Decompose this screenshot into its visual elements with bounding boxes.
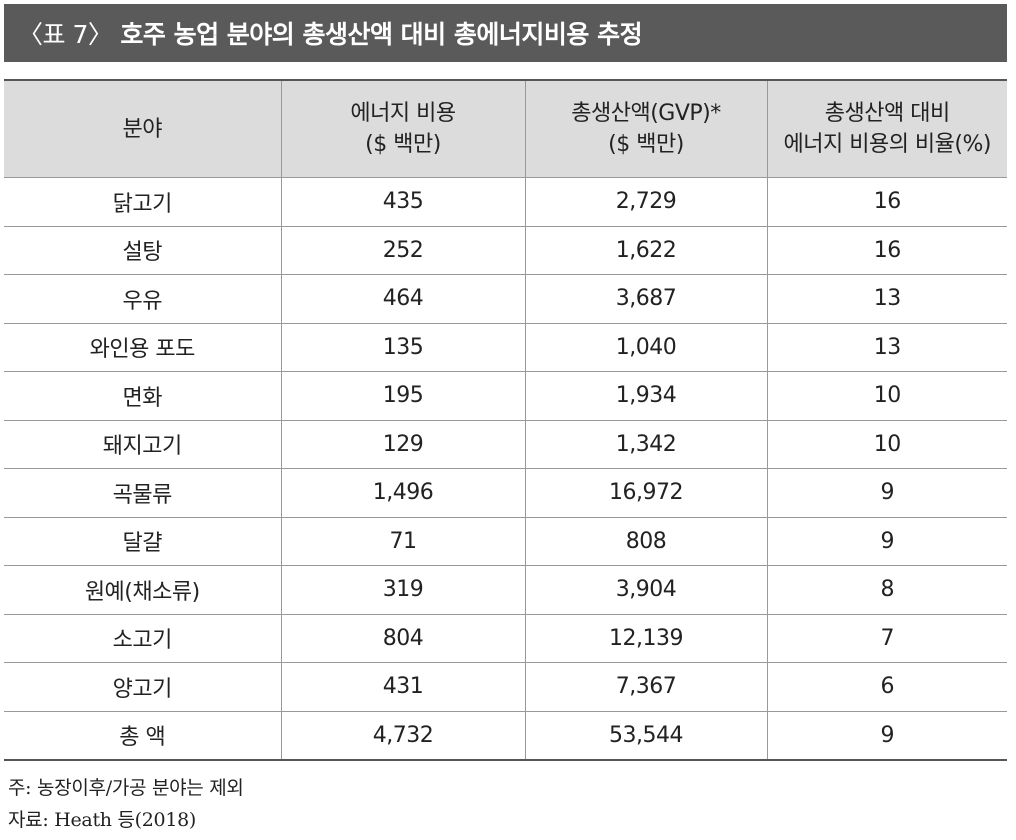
cell-energy-cost: 195 (280, 371, 526, 421)
cell-ratio: 16 (766, 225, 1007, 275)
cell-sector: 닭고기 (4, 177, 282, 227)
column-header-energy-cost: 에너지 비용 ($ 백만) (280, 79, 526, 178)
table-row: 달걀 71 808 9 (4, 516, 1007, 566)
cell-ratio: 7 (766, 613, 1007, 663)
cell-gvp: 3,904 (524, 565, 768, 615)
cell-gvp: 1,342 (524, 419, 768, 469)
footnote: 주: 농장이후/가공 분야는 제외 (8, 777, 244, 799)
cell-gvp: 1,040 (524, 322, 768, 372)
cell-ratio: 10 (766, 371, 1007, 421)
cell-sector: 우유 (4, 274, 282, 324)
cell-sector: 원예(채소류) (4, 565, 282, 615)
cell-energy-cost: 1,496 (280, 468, 526, 518)
column-header-sector: 분야 (4, 79, 282, 178)
cell-sector: 와인용 포도 (4, 322, 282, 372)
cell-energy-cost: 135 (280, 322, 526, 372)
cell-energy-cost: 464 (280, 274, 526, 324)
cell-sector: 설탕 (4, 225, 282, 275)
table-row: 양고기 431 7,367 6 (4, 662, 1007, 712)
cell-energy-cost: 435 (280, 177, 526, 227)
cell-sector: 달걀 (4, 516, 282, 566)
cell-energy-cost: 129 (280, 419, 526, 469)
cell-gvp: 808 (524, 516, 768, 566)
table-row: 우유 464 3,687 13 (4, 274, 1007, 324)
cell-energy-cost: 4,732 (280, 710, 526, 761)
table-notes: 주: 농장이후/가공 분야는 제외 자료: Heath 등(2018) (8, 772, 244, 836)
table-row: 소고기 804 12,139 7 (4, 613, 1007, 663)
column-header-gvp: 총생산액(GVP)* ($ 백만) (524, 79, 768, 178)
cell-sector: 면화 (4, 371, 282, 421)
energy-cost-table: 분야 에너지 비용 ($ 백만) 총생산액(GVP)* ($ 백만) 총생산액 … (4, 79, 1007, 761)
cell-sector: 곡물류 (4, 468, 282, 518)
table-row: 설탕 252 1,622 16 (4, 225, 1007, 275)
cell-gvp: 2,729 (524, 177, 768, 227)
cell-gvp: 7,367 (524, 662, 768, 712)
table-title: 〈표 7〉 호주 농업 분야의 총생산액 대비 총에너지비용 추정 (4, 4, 1007, 62)
table-row: 면화 195 1,934 10 (4, 371, 1007, 421)
cell-gvp: 3,687 (524, 274, 768, 324)
cell-ratio: 9 (766, 710, 1007, 761)
cell-gvp: 1,622 (524, 225, 768, 275)
table-row: 닭고기 435 2,729 16 (4, 177, 1007, 227)
table-row: 돼지고기 129 1,342 10 (4, 419, 1007, 469)
cell-gvp: 12,139 (524, 613, 768, 663)
cell-gvp: 16,972 (524, 468, 768, 518)
cell-gvp: 53,544 (524, 710, 768, 761)
table-row: 곡물류 1,496 16,972 9 (4, 468, 1007, 518)
cell-energy-cost: 431 (280, 662, 526, 712)
cell-sector: 총 액 (4, 710, 282, 761)
cell-energy-cost: 804 (280, 613, 526, 663)
cell-sector: 양고기 (4, 662, 282, 712)
table-row: 원예(채소류) 319 3,904 8 (4, 565, 1007, 615)
cell-ratio: 16 (766, 177, 1007, 227)
table-row: 와인용 포도 135 1,040 13 (4, 322, 1007, 372)
cell-sector: 소고기 (4, 613, 282, 663)
table-row: 총 액 4,732 53,544 9 (4, 710, 1007, 761)
cell-ratio: 6 (766, 662, 1007, 712)
cell-ratio: 13 (766, 322, 1007, 372)
table-header-row: 분야 에너지 비용 ($ 백만) 총생산액(GVP)* ($ 백만) 총생산액 … (4, 79, 1007, 178)
cell-ratio: 8 (766, 565, 1007, 615)
cell-sector: 돼지고기 (4, 419, 282, 469)
column-header-ratio: 총생산액 대비 에너지 비용의 비율(%) (766, 79, 1007, 178)
cell-ratio: 9 (766, 468, 1007, 518)
table-number-label: 〈표 7〉 (18, 20, 113, 49)
cell-energy-cost: 319 (280, 565, 526, 615)
cell-energy-cost: 252 (280, 225, 526, 275)
table-title-text: 호주 농업 분야의 총생산액 대비 총에너지비용 추정 (120, 20, 643, 49)
cell-gvp: 1,934 (524, 371, 768, 421)
cell-ratio: 10 (766, 419, 1007, 469)
cell-ratio: 13 (766, 274, 1007, 324)
cell-energy-cost: 71 (280, 516, 526, 566)
cell-ratio: 9 (766, 516, 1007, 566)
source-note: 자료: Heath 등(2018) (8, 809, 197, 831)
